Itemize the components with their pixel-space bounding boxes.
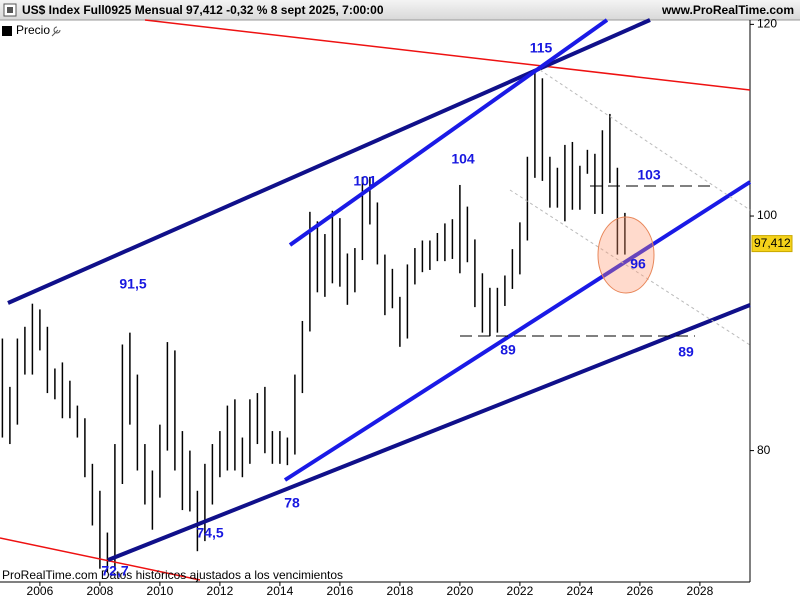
annotation-label: 91,5 bbox=[119, 276, 146, 292]
x-tick-label: 2010 bbox=[147, 584, 174, 598]
support-line[interactable] bbox=[288, 18, 609, 247]
x-tick-label: 2006 bbox=[27, 584, 54, 598]
highlight-ellipse[interactable] bbox=[597, 216, 655, 294]
annotation-label: 72,7 bbox=[101, 563, 128, 579]
header-title: US$ Index Full0925 Mensual 97,412 -0,32 … bbox=[22, 3, 384, 17]
plot-area bbox=[1, 70, 626, 572]
annotation-label: 89 bbox=[500, 342, 516, 358]
trend-line[interactable] bbox=[0, 537, 201, 581]
x-tick-label: 2020 bbox=[447, 584, 474, 598]
last-price-label: 97,412 bbox=[754, 236, 791, 250]
x-tick-label: 2028 bbox=[687, 584, 714, 598]
annotation-label: 103 bbox=[637, 167, 661, 183]
legend-swatch bbox=[2, 26, 12, 36]
last-price-box bbox=[751, 235, 793, 253]
support-line[interactable] bbox=[283, 180, 752, 482]
header-site[interactable]: www.ProRealTime.com bbox=[661, 3, 794, 17]
channel-line[interactable] bbox=[7, 18, 651, 305]
y-tick-label: 80 bbox=[757, 443, 771, 457]
projection-line[interactable] bbox=[539, 69, 751, 211]
annotation-label: 74,5 bbox=[196, 525, 223, 541]
x-tick-label: 2026 bbox=[627, 584, 654, 598]
header-bar bbox=[0, 0, 800, 20]
trend-line[interactable] bbox=[144, 19, 751, 91]
window-icon-inner bbox=[7, 7, 13, 13]
drawings bbox=[0, 18, 752, 581]
annotation-label: 115 bbox=[530, 40, 553, 56]
annotation-label: 89 bbox=[678, 344, 694, 360]
legend-label: Precio bbox=[16, 23, 50, 37]
y-tick-label: 120 bbox=[757, 17, 777, 31]
annotation-label: 96 bbox=[630, 256, 646, 272]
x-tick-label: 2024 bbox=[567, 584, 594, 598]
x-tick-label: 2008 bbox=[87, 584, 114, 598]
x-tick-label: 2012 bbox=[207, 584, 234, 598]
annotation-label: 104 bbox=[451, 151, 475, 167]
x-tick-label: 2014 bbox=[267, 584, 294, 598]
channel-line[interactable] bbox=[107, 303, 751, 562]
x-tick-label: 2022 bbox=[507, 584, 534, 598]
x-tick-label: 2016 bbox=[327, 584, 354, 598]
x-tick-label: 2018 bbox=[387, 584, 414, 598]
annotation-label: 101 bbox=[353, 173, 377, 189]
footer-text: ProRealTime.com Datos históricos ajustad… bbox=[2, 568, 343, 582]
annotation-label: 78 bbox=[284, 495, 300, 511]
y-tick-label: 100 bbox=[757, 208, 777, 222]
settings-icon[interactable] bbox=[51, 26, 61, 37]
